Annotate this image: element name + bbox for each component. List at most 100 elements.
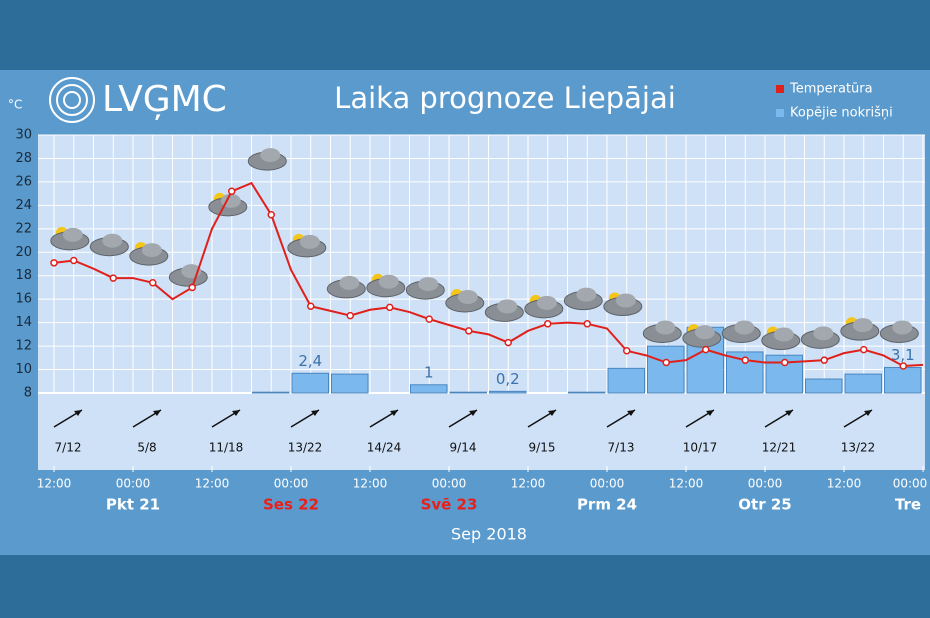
temperature-marker <box>741 356 749 364</box>
y-tick-label: 8 <box>24 386 32 401</box>
cloud <box>62 227 83 242</box>
wind-label: 7/13 <box>608 441 635 455</box>
wind-head <box>548 410 556 416</box>
wind-head <box>785 410 793 416</box>
cloud <box>892 320 913 335</box>
y-tick-label: 28 <box>15 151 32 166</box>
wind-arrow <box>843 409 873 428</box>
cloud <box>734 320 755 335</box>
weather-icon <box>840 317 880 341</box>
temperature-marker <box>228 187 236 196</box>
temperature-marker <box>307 302 315 310</box>
temperature-marker <box>70 256 78 265</box>
cloud <box>773 327 794 342</box>
precip-bar <box>844 373 882 394</box>
x-tick-label: 12:00 <box>37 477 72 491</box>
cloud <box>497 299 518 314</box>
temperature-marker <box>820 356 828 364</box>
temperature-marker <box>346 311 354 320</box>
bar-label: 0,2 <box>496 370 520 388</box>
logo-icon <box>49 77 95 123</box>
wind-head <box>74 410 82 416</box>
temperature-marker <box>860 345 868 354</box>
temperature-marker <box>899 362 907 370</box>
wind-label: 9/14 <box>450 441 477 455</box>
weather-icon <box>603 292 643 316</box>
y-tick-label: 30 <box>15 128 32 143</box>
cloud <box>141 243 162 258</box>
wind-arrow <box>290 409 320 428</box>
temperature-marker <box>386 303 394 312</box>
wind-head <box>390 410 398 416</box>
temperature-marker <box>781 358 789 367</box>
wind-head <box>311 410 319 416</box>
precip-bar <box>607 367 645 394</box>
wind-label: 9/15 <box>529 441 556 455</box>
precip-bar <box>805 378 843 394</box>
day-label: Tre <box>895 496 921 514</box>
weather-icon <box>524 294 564 319</box>
weather-icon <box>50 226 90 251</box>
cloud <box>102 233 123 248</box>
wind-label: 7/12 <box>55 441 82 455</box>
wind-head <box>706 410 714 416</box>
y-tick-label: 22 <box>15 221 32 236</box>
cloud <box>418 277 439 292</box>
cloud <box>339 275 360 290</box>
x-tick-label: 00:00 <box>590 477 625 491</box>
temperature-marker <box>544 320 552 328</box>
logo-text: LVĢMC <box>102 79 227 120</box>
y-tick-label: 16 <box>15 292 32 307</box>
temperature-marker <box>267 210 275 219</box>
wind-arrow <box>448 409 478 428</box>
day-label: Svē 23 <box>421 496 478 514</box>
cloud <box>615 293 636 308</box>
day-label: Ses 22 <box>263 496 319 514</box>
wind-head <box>153 410 161 416</box>
cloud <box>260 148 281 163</box>
legend-swatch <box>776 85 784 93</box>
wind-arrow <box>527 409 557 428</box>
precip-bar <box>252 391 290 394</box>
cloud <box>536 295 557 310</box>
wind-label: 13/22 <box>288 441 323 455</box>
weather-icon <box>287 233 327 258</box>
x-axis-label: Sep 2018 <box>451 525 527 544</box>
wind-arrow <box>606 409 636 428</box>
y-tick-label: 10 <box>15 362 32 377</box>
bar-label: 2,4 <box>298 352 322 370</box>
x-tick-label: 12:00 <box>195 477 230 491</box>
x-tick-label: 00:00 <box>893 477 928 491</box>
legend-label: Temperatūra <box>789 82 873 97</box>
temperature-marker <box>50 259 58 267</box>
cloud <box>694 325 715 340</box>
legend-label: Kopējie nokrišņi <box>790 106 893 121</box>
weather-icon <box>761 326 801 351</box>
y-unit: °C <box>8 98 22 112</box>
wind-label: 10/17 <box>683 441 718 455</box>
weather-icon <box>563 287 603 311</box>
x-tick-label: 12:00 <box>511 477 546 491</box>
bar-label: 3,1 <box>891 346 915 364</box>
temperature-marker <box>188 283 196 292</box>
cloud <box>813 326 834 341</box>
cloud <box>457 289 478 304</box>
precip-bar <box>449 391 487 394</box>
wind-head <box>232 410 240 416</box>
temperature-marker <box>662 358 670 367</box>
y-tick-label: 26 <box>15 174 32 189</box>
weather-icon <box>682 324 722 348</box>
chart-title: Laika prognoze Liepājai <box>334 81 676 115</box>
precip-bar <box>291 372 329 394</box>
weather-icon <box>642 320 682 343</box>
legend-swatch <box>776 109 784 117</box>
x-tick-label: 00:00 <box>274 477 309 491</box>
day-label: Otr 25 <box>738 496 791 514</box>
wind-head <box>864 410 872 416</box>
cloud <box>852 318 873 333</box>
temperature-marker <box>149 279 157 287</box>
temperature-marker <box>504 338 512 347</box>
weather-icon <box>879 320 919 343</box>
weather-icon <box>366 273 406 298</box>
